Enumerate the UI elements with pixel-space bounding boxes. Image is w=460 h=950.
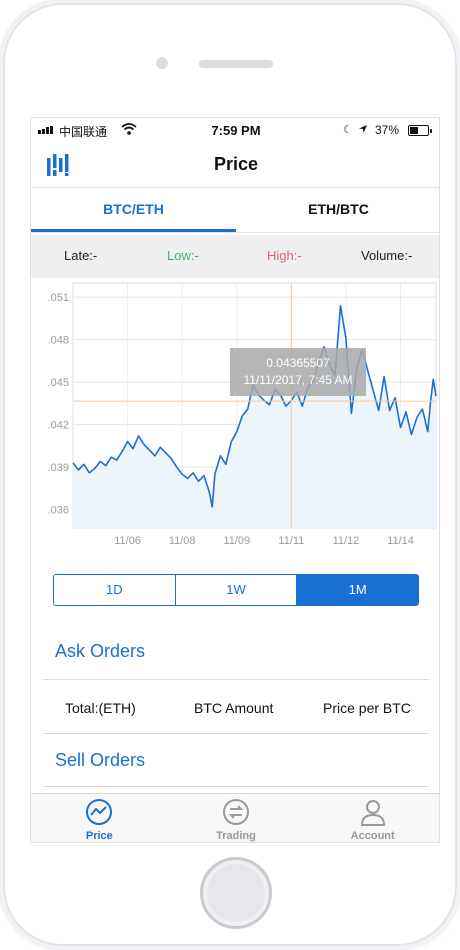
sell-orders-heading[interactable]: Sell Orders (55, 750, 146, 770)
time-range-selector: 1D 1W 1M (53, 574, 419, 606)
column-price-per-btc: Price per BTC (323, 700, 411, 716)
y-tick-label: .051 (48, 292, 69, 304)
tab-eth-btc[interactable]: ETH/BTC (308, 201, 369, 217)
stat-high: High:- (267, 248, 302, 263)
order-column-headers: Total:(ETH) BTC Amount Price per BTC (31, 700, 439, 720)
nav-bar: Price (31, 144, 439, 188)
tab-trading[interactable]: Trading (168, 794, 305, 842)
earpiece-speaker (199, 60, 273, 68)
market-stats-row: Late:- Low:- High:- Volume:- (31, 235, 439, 278)
app-screen: 中国联通 7:59 PM ☾ 37% Pr (30, 117, 440, 843)
tab-btc-eth[interactable]: BTC/ETH (31, 188, 236, 232)
carrier-label: 中国联通 (59, 125, 108, 139)
y-tick-label: .045 (48, 377, 69, 389)
chart-tooltip: 0.04365507 11/11/2017, 7:45 AM (230, 348, 366, 396)
tooltip-value: 0.04365507 (266, 356, 330, 370)
wifi-icon (121, 123, 137, 135)
battery-icon (408, 125, 432, 136)
battery-percentage: 37% (375, 123, 400, 137)
phone-frame: 中国联通 7:59 PM ☾ 37% Pr (3, 3, 457, 946)
tab-trading-label: Trading (216, 830, 256, 842)
app-logo-icon[interactable] (45, 152, 73, 178)
y-tick-label: .048 (48, 335, 69, 347)
column-btc-amount: BTC Amount (194, 700, 274, 716)
exchange-icon (223, 799, 249, 825)
ask-orders-heading[interactable]: Ask Orders (55, 641, 146, 661)
tab-account[interactable]: Account (304, 794, 439, 842)
bottom-tab-bar: Price Trading Account (31, 793, 439, 842)
location-arrow-icon (359, 125, 367, 133)
status-bar: 中国联通 7:59 PM ☾ 37% (31, 118, 439, 144)
stat-low: Low:- (167, 248, 199, 263)
divider (43, 733, 429, 734)
x-tick-label: 11/11 (278, 535, 304, 547)
pair-tabs: BTC/ETH ETH/BTC (31, 188, 439, 233)
column-total: Total:(ETH) (65, 700, 136, 716)
divider (43, 786, 429, 787)
y-tick-label: .036 (48, 505, 69, 517)
price-chart-svg[interactable]: .051 .048 .045 .042 .039 .036 11/06 11/08 11/09 1… (31, 278, 440, 578)
range-1m-button[interactable]: 1M (297, 575, 418, 605)
chart-circle-icon (86, 799, 113, 825)
page-title: Price (213, 154, 259, 174)
home-button[interactable] (200, 857, 272, 929)
y-tick-label: .042 (48, 420, 69, 432)
x-tick-label: 11/09 (223, 535, 250, 547)
stat-volume: Volume:- (361, 248, 413, 263)
tooltip-datetime: 11/11/2017, 7:45 AM (243, 373, 353, 387)
y-tick-label: .039 (48, 462, 69, 474)
x-tick-label: 11/08 (169, 535, 196, 547)
x-tick-label: 11/14 (387, 535, 414, 547)
stat-late: Late:- (64, 248, 98, 263)
divider (43, 679, 429, 680)
tab-account-label: Account (350, 830, 395, 842)
tab-price[interactable]: Price (31, 794, 168, 842)
x-tick-label: 11/12 (333, 535, 360, 547)
status-time: 7:59 PM (211, 123, 261, 138)
price-chart[interactable]: .051 .048 .045 .042 .039 .036 11/06 11/08 11/09 1… (31, 278, 440, 578)
range-1w-button[interactable]: 1W (175, 575, 298, 605)
x-tick-label: 11/06 (114, 535, 141, 547)
tab-price-label: Price (85, 830, 113, 842)
range-1d-button[interactable]: 1D (54, 575, 176, 605)
user-icon (360, 800, 385, 826)
front-camera (156, 57, 168, 69)
moon-icon: ☾ (343, 124, 353, 136)
signal-icon (38, 126, 53, 134)
